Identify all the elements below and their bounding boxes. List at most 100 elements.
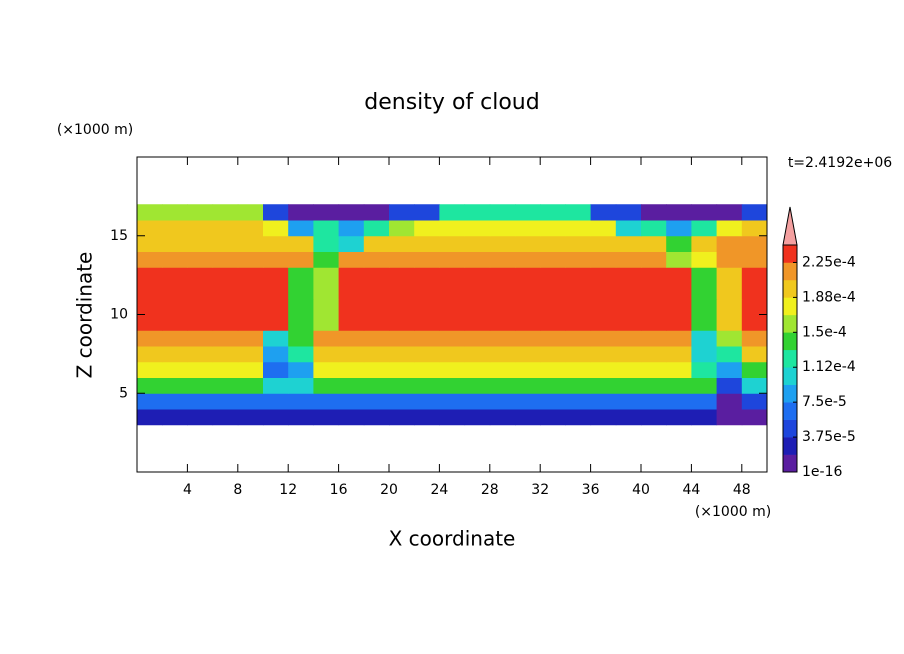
contour-cell bbox=[288, 330, 314, 347]
y-tick-label: 10 bbox=[110, 307, 128, 323]
contour-cell bbox=[691, 235, 718, 252]
contour-cell bbox=[338, 409, 365, 426]
contour-cell bbox=[363, 409, 390, 426]
contour-cell bbox=[615, 267, 642, 284]
contour-cell bbox=[389, 298, 415, 315]
contour-cell bbox=[641, 235, 667, 252]
contour-cell bbox=[212, 220, 239, 237]
contour-cell bbox=[187, 346, 214, 363]
colorbar-band bbox=[783, 454, 797, 473]
contour-cell bbox=[641, 283, 667, 300]
contour-cell bbox=[162, 330, 188, 347]
contour-cell bbox=[137, 298, 163, 315]
contour-cell bbox=[464, 314, 491, 331]
contour-cell bbox=[162, 204, 188, 221]
contour-cell bbox=[716, 283, 743, 300]
contour-cell bbox=[590, 267, 617, 284]
contour-cell bbox=[691, 361, 718, 378]
contour-cell bbox=[464, 251, 491, 268]
contour-cell bbox=[691, 330, 718, 347]
contour-cell bbox=[565, 393, 592, 410]
contour-cell bbox=[641, 393, 667, 410]
x-tick-label: 40 bbox=[632, 482, 650, 498]
x-tick-label: 44 bbox=[682, 482, 700, 498]
contour-cell bbox=[212, 314, 239, 331]
contour-cell bbox=[414, 393, 440, 410]
contour-cell bbox=[137, 346, 163, 363]
contour-cell bbox=[741, 346, 768, 363]
contour-cell bbox=[313, 377, 340, 394]
contour-cell bbox=[540, 251, 566, 268]
contour-cell bbox=[489, 361, 516, 378]
y-tick-label: 5 bbox=[119, 385, 128, 401]
contour-cell bbox=[338, 330, 365, 347]
colorbar-band bbox=[783, 349, 797, 368]
contour-cell bbox=[716, 314, 743, 331]
contour-cell bbox=[666, 346, 692, 363]
contour-cell bbox=[515, 346, 541, 363]
contour-cell bbox=[590, 393, 617, 410]
contour-cell bbox=[162, 298, 188, 315]
contour-cell bbox=[515, 267, 541, 284]
contour-cell bbox=[263, 346, 289, 363]
contour-cell bbox=[288, 314, 314, 331]
contour-cell bbox=[741, 409, 768, 426]
contour-cell bbox=[263, 361, 289, 378]
contour-cell bbox=[237, 220, 264, 237]
contour-field bbox=[137, 204, 768, 426]
contour-cell bbox=[439, 283, 466, 300]
contour-cell bbox=[338, 377, 365, 394]
contour-cell bbox=[540, 346, 566, 363]
contour-cell bbox=[615, 330, 642, 347]
contour-cell bbox=[666, 267, 692, 284]
contour-cell bbox=[691, 251, 718, 268]
contour-cell bbox=[741, 267, 768, 284]
contour-cell bbox=[162, 235, 188, 252]
contour-cell bbox=[389, 377, 415, 394]
contour-cell bbox=[288, 235, 314, 252]
contour-cell bbox=[288, 251, 314, 268]
x-tick-label: 24 bbox=[430, 482, 448, 498]
contour-cell bbox=[237, 235, 264, 252]
contour-cell bbox=[590, 314, 617, 331]
contour-cell bbox=[414, 409, 440, 426]
contour-cell bbox=[212, 330, 239, 347]
contour-cell bbox=[716, 393, 743, 410]
chart-title: density of cloud bbox=[364, 90, 539, 115]
contour-cell bbox=[691, 393, 718, 410]
contour-cell bbox=[565, 330, 592, 347]
contour-cell bbox=[464, 298, 491, 315]
contour-cell bbox=[464, 346, 491, 363]
contour-cell bbox=[565, 314, 592, 331]
contour-cell bbox=[187, 409, 214, 426]
colorbar-band bbox=[783, 245, 797, 263]
contour-cell bbox=[162, 283, 188, 300]
contour-cell bbox=[439, 377, 466, 394]
x-tick-label: 8 bbox=[233, 482, 242, 498]
contour-cell bbox=[212, 267, 239, 284]
contour-cell bbox=[439, 235, 466, 252]
contour-cell bbox=[691, 314, 718, 331]
contour-cell bbox=[212, 393, 239, 410]
contour-cell bbox=[414, 283, 440, 300]
contour-cell bbox=[439, 361, 466, 378]
contour-cell bbox=[716, 298, 743, 315]
contour-cell bbox=[363, 235, 390, 252]
contour-cell bbox=[414, 204, 440, 221]
contour-cell bbox=[666, 361, 692, 378]
contour-cell bbox=[162, 393, 188, 410]
contour-cell bbox=[389, 361, 415, 378]
contour-cell bbox=[237, 204, 264, 221]
contour-cell bbox=[338, 393, 365, 410]
contour-cell bbox=[489, 409, 516, 426]
contour-cell bbox=[565, 267, 592, 284]
contour-cell bbox=[641, 346, 667, 363]
colorbar-band bbox=[783, 419, 797, 438]
contour-cell bbox=[615, 393, 642, 410]
contour-cell bbox=[716, 377, 743, 394]
contour-cell bbox=[489, 204, 516, 221]
contour-cell bbox=[363, 393, 390, 410]
contour-cell bbox=[237, 283, 264, 300]
contour-cell bbox=[288, 361, 314, 378]
contour-cell bbox=[212, 251, 239, 268]
